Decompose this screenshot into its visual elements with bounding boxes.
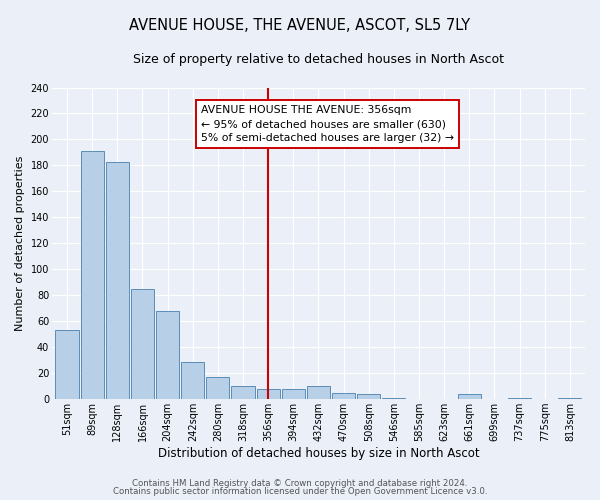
Bar — [508, 398, 531, 399]
Bar — [307, 386, 330, 399]
Bar — [257, 389, 280, 399]
Bar — [282, 389, 305, 399]
Bar — [181, 362, 205, 399]
Text: Contains HM Land Registry data © Crown copyright and database right 2024.: Contains HM Land Registry data © Crown c… — [132, 478, 468, 488]
Text: AVENUE HOUSE THE AVENUE: 356sqm
← 95% of detached houses are smaller (630)
5% of: AVENUE HOUSE THE AVENUE: 356sqm ← 95% of… — [201, 104, 454, 144]
Bar — [131, 289, 154, 399]
Bar — [106, 162, 129, 399]
X-axis label: Distribution of detached houses by size in North Ascot: Distribution of detached houses by size … — [158, 447, 479, 460]
Y-axis label: Number of detached properties: Number of detached properties — [15, 156, 25, 331]
Bar — [357, 394, 380, 399]
Bar — [80, 151, 104, 399]
Bar — [232, 386, 254, 399]
Bar — [156, 311, 179, 399]
Bar — [206, 377, 229, 399]
Bar — [382, 398, 406, 399]
Title: Size of property relative to detached houses in North Ascot: Size of property relative to detached ho… — [133, 52, 504, 66]
Bar — [458, 394, 481, 399]
Text: Contains public sector information licensed under the Open Government Licence v3: Contains public sector information licen… — [113, 487, 487, 496]
Text: AVENUE HOUSE, THE AVENUE, ASCOT, SL5 7LY: AVENUE HOUSE, THE AVENUE, ASCOT, SL5 7LY — [130, 18, 470, 32]
Bar — [55, 330, 79, 399]
Bar — [332, 392, 355, 399]
Bar — [559, 398, 581, 399]
